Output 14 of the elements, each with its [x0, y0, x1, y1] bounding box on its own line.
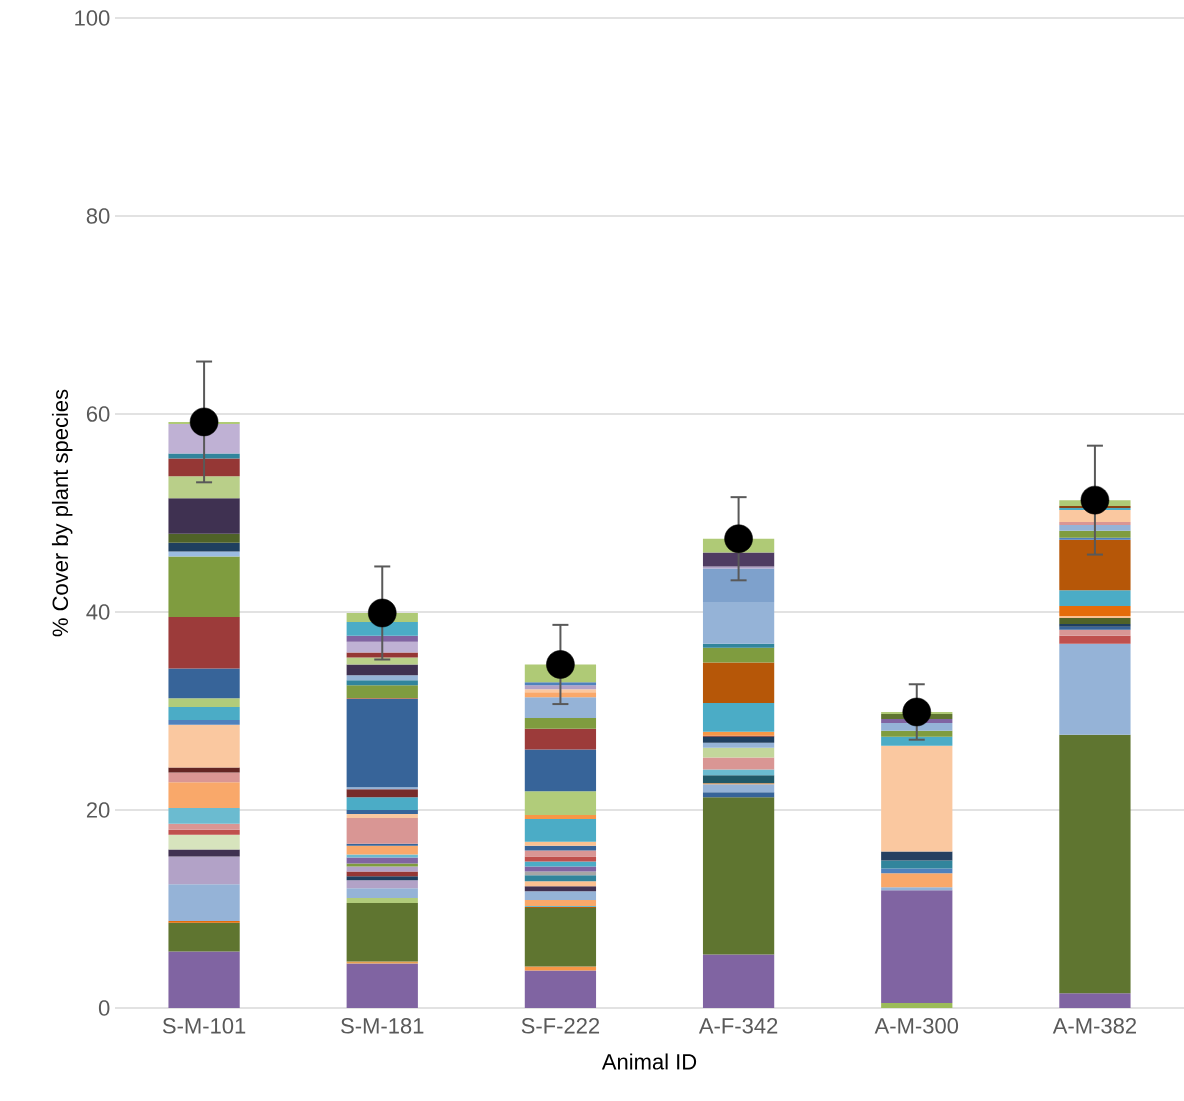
x-tick-label: S-M-181: [341, 1018, 424, 1034]
x-tick-label: S-F-222: [521, 1018, 600, 1034]
y-tick-label: 20: [86, 802, 110, 818]
y-tick-label: 100: [75, 10, 110, 26]
y-tick-label: 0: [98, 1000, 110, 1016]
x-tick-label: A-M-382: [1052, 1018, 1136, 1034]
y-axis-title: % Cover by plant species: [51, 389, 73, 637]
x-tick-label: A-M-300: [874, 1018, 959, 1034]
x-tick-label: S-M-101: [162, 1018, 246, 1034]
y-tick-label: 60: [86, 406, 110, 422]
x-axis-title: Animal ID: [601, 1053, 697, 1070]
y-tick-label: 40: [86, 604, 110, 620]
x-tick-label: A-F-342: [698, 1018, 778, 1034]
y-tick-label: 80: [86, 208, 110, 224]
